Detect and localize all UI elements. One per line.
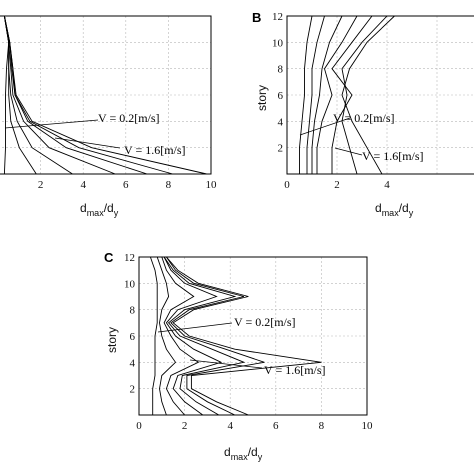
panel-b-leader-high (334, 147, 363, 156)
panel-c-ytick-label: 8 (130, 305, 136, 317)
panel-a-grid (0, 16, 211, 174)
panel-b-xtick-label: 4 (384, 179, 390, 191)
panel-c-frame (138, 256, 368, 416)
panel-a-xlabel: dmax/dy (80, 201, 119, 218)
panel-b-ytick-label: 6 (278, 90, 284, 102)
panel-c-series-3 (161, 256, 200, 416)
panel-c-series-5 (163, 256, 246, 416)
panel-a-anno-low: V = 0.2[m/s] (98, 111, 160, 125)
panel-b-series-3 (311, 15, 343, 174)
panel-a-series-4 (3, 15, 116, 175)
panel-c-grid (139, 257, 367, 415)
panel-c-series-4 (163, 256, 223, 416)
panel-c-series-6 (166, 256, 265, 416)
panel-b-letter: B (252, 10, 261, 25)
panel-a-curves (3, 15, 207, 175)
panel-c-ticks: 0 2 4 6 8 10 2 4 6 8 10 12 (124, 252, 373, 432)
panel-c-letter: C (104, 250, 114, 265)
panel-c-series-1 (149, 256, 158, 415)
panel-a-xtick-label: 6 (123, 179, 129, 191)
panel-b-curves (299, 15, 395, 175)
panel-c-leader-high (189, 359, 263, 369)
panel-c-curves (149, 256, 322, 416)
panel-c-xtick-label: 0 (136, 420, 142, 432)
panel-c-xtick-label: 8 (319, 420, 325, 432)
panel-c-xtick-label: 10 (362, 420, 374, 432)
panel-c-xtick-label: 4 (227, 420, 233, 432)
panel-c-xlabel: dmax/dy (224, 445, 263, 462)
panel-b: B 024824681012 story V = 0.2[m/s] V = 1.… (252, 10, 474, 218)
panel-b-frame (286, 15, 474, 175)
panel-c-anno-low: V = 0.2[m/s] (234, 315, 296, 329)
panel-a-xtick-label: 10 (206, 179, 218, 191)
panel-c-ytick-label: 2 (130, 384, 136, 396)
panel-a: 2 4 6 8 10 V = 0.2[m/s] V = 1.6[m/s] dmax/dy (0, 15, 217, 218)
panel-b-xlabel: dmax/dy (375, 201, 414, 218)
panel-c-xtick-label: 6 (273, 420, 279, 432)
panel-b-ticks: 024824681012 (272, 11, 390, 191)
panel-a-xtick-label: 4 (80, 179, 86, 191)
panel-b-series-1 (299, 15, 313, 174)
panel-a-xtick-label: 2 (38, 179, 44, 191)
panel-b-ylabel: story (255, 85, 269, 111)
panel-b-ytick-label: 2 (278, 143, 284, 155)
panel-b-series-6 (341, 15, 388, 175)
panel-a-anno-high: V = 1.6[m/s] (124, 143, 186, 157)
panel-a-leader-high (54, 137, 121, 149)
panel-b-series-7 (341, 15, 395, 175)
panel-c-series-2 (156, 256, 177, 416)
panel-b-grid (287, 16, 474, 174)
panel-b-ytick-label: 4 (278, 116, 284, 128)
panel-c-ytick-label: 4 (130, 357, 136, 369)
panel-a-leader-low (4, 119, 99, 129)
panel-c-xtick-label: 2 (182, 420, 188, 432)
panel-c-ytick-label: 10 (124, 278, 136, 290)
panel-b-anno-high: V = 1.6[m/s] (362, 149, 424, 163)
panel-b-anno-low: V = 0.2[m/s] (333, 111, 395, 125)
panel-b-series-4 (316, 15, 358, 174)
panel-b-series-2 (306, 15, 325, 174)
panel-b-xtick-label: 2 (334, 179, 340, 191)
panel-c-anno-high: V = 1.6[m/s] (264, 363, 326, 377)
panel-b-ytick-label: 8 (278, 64, 284, 76)
panel-a-ticks: 2 4 6 8 10 (38, 179, 217, 191)
panel-b-leader-low (299, 117, 351, 136)
panel-a-frame (0, 15, 212, 175)
panel-b-ytick-label: 10 (272, 37, 284, 49)
panel-c-ytick-label: 6 (130, 331, 136, 343)
panel-b-xtick-label: 0 (284, 179, 290, 191)
panel-c-ytick-label: 12 (124, 252, 135, 264)
panel-c-ylabel: story (105, 327, 119, 353)
panel-c-leader-low (157, 322, 233, 333)
panel-c: C 0 2 4 6 8 10 2 4 6 8 10 12 story V = 0.2[m/s] V =… (104, 250, 373, 462)
panel-a-xtick-label: 8 (166, 179, 172, 191)
panel-c-series-7 (166, 256, 322, 416)
panel-a-series-7 (3, 15, 207, 175)
panel-b-ytick-label: 12 (272, 11, 283, 23)
panel-b-series-5 (331, 15, 373, 174)
